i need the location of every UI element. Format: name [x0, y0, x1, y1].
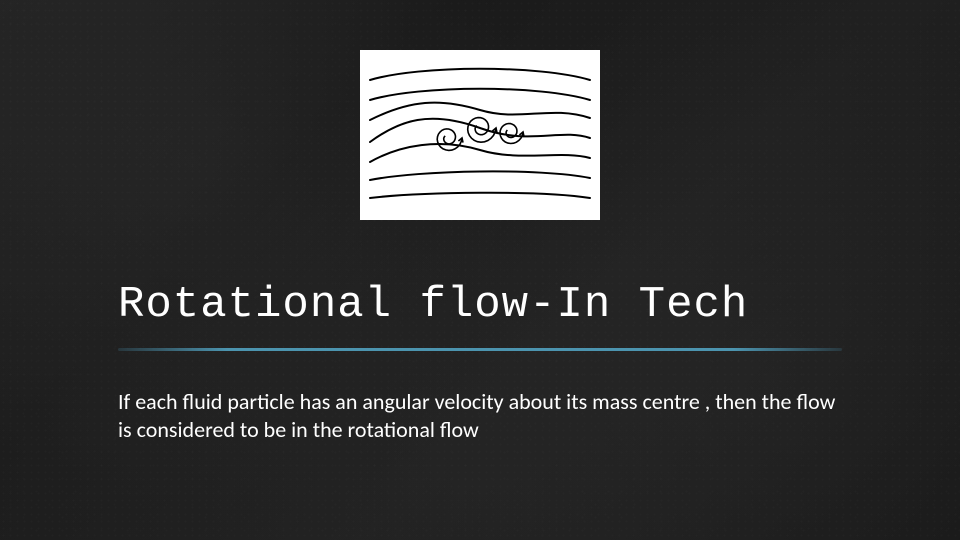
slide: Rotational flow-In Tech If each fluid pa…	[0, 0, 960, 540]
title-underline	[118, 348, 842, 351]
slide-title: Rotational flow-In Tech	[118, 280, 748, 330]
streamlines-svg	[360, 50, 600, 220]
body-text: If each fluid particle has an angular ve…	[118, 388, 848, 443]
flow-diagram	[360, 50, 600, 220]
